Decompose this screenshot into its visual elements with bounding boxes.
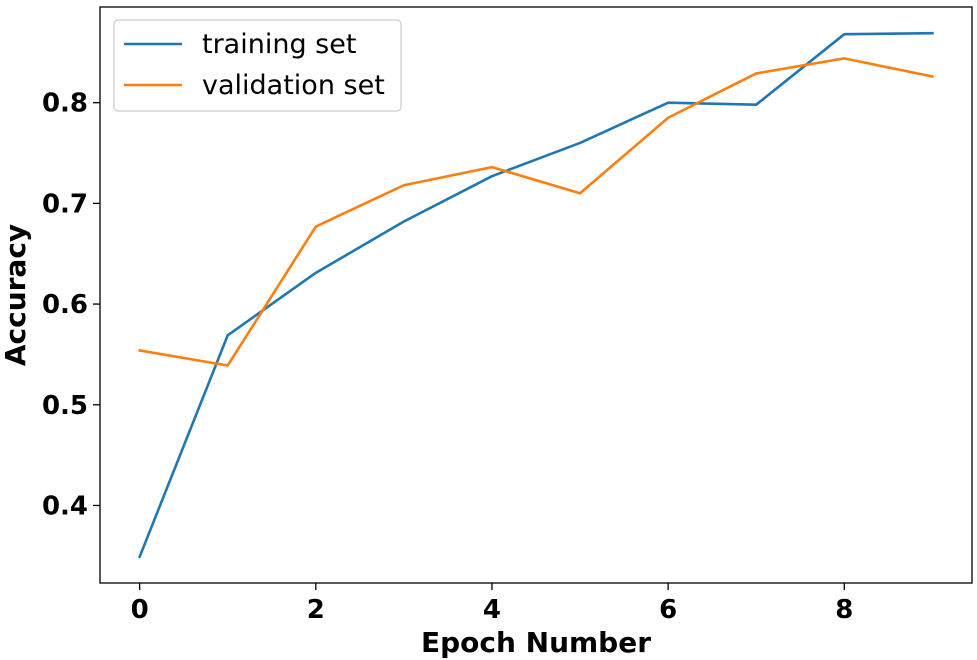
legend: training set validation set — [113, 19, 402, 112]
x-tick-label: 2 — [307, 595, 325, 625]
plot-frame — [99, 6, 973, 584]
x-tick-label: 4 — [483, 595, 501, 625]
legend-box — [113, 19, 402, 112]
y-axis-ticks: 0.4 0.5 0.6 0.7 0.8 — [42, 89, 100, 521]
y-tick-label: 0.7 — [42, 189, 88, 219]
y-axis-label: Accuracy — [0, 224, 32, 366]
x-axis-label: Epoch Number — [421, 626, 651, 659]
y-tick-label: 0.4 — [42, 491, 88, 521]
series-line-training — [137, 31, 934, 559]
x-tick-label: 6 — [659, 595, 677, 625]
y-tick-label: 0.6 — [42, 290, 88, 320]
series-line-validation — [138, 57, 934, 367]
series-lines — [137, 31, 934, 559]
y-tick-label: 0.5 — [42, 391, 88, 421]
legend-entry-label: training set — [202, 29, 356, 60]
x-axis-ticks: 0 2 4 6 8 — [131, 583, 853, 625]
x-tick-label: 8 — [835, 595, 853, 625]
y-tick-label: 0.8 — [42, 89, 88, 119]
legend-entry-label: validation set — [202, 70, 385, 101]
x-tick-label: 0 — [131, 595, 149, 625]
